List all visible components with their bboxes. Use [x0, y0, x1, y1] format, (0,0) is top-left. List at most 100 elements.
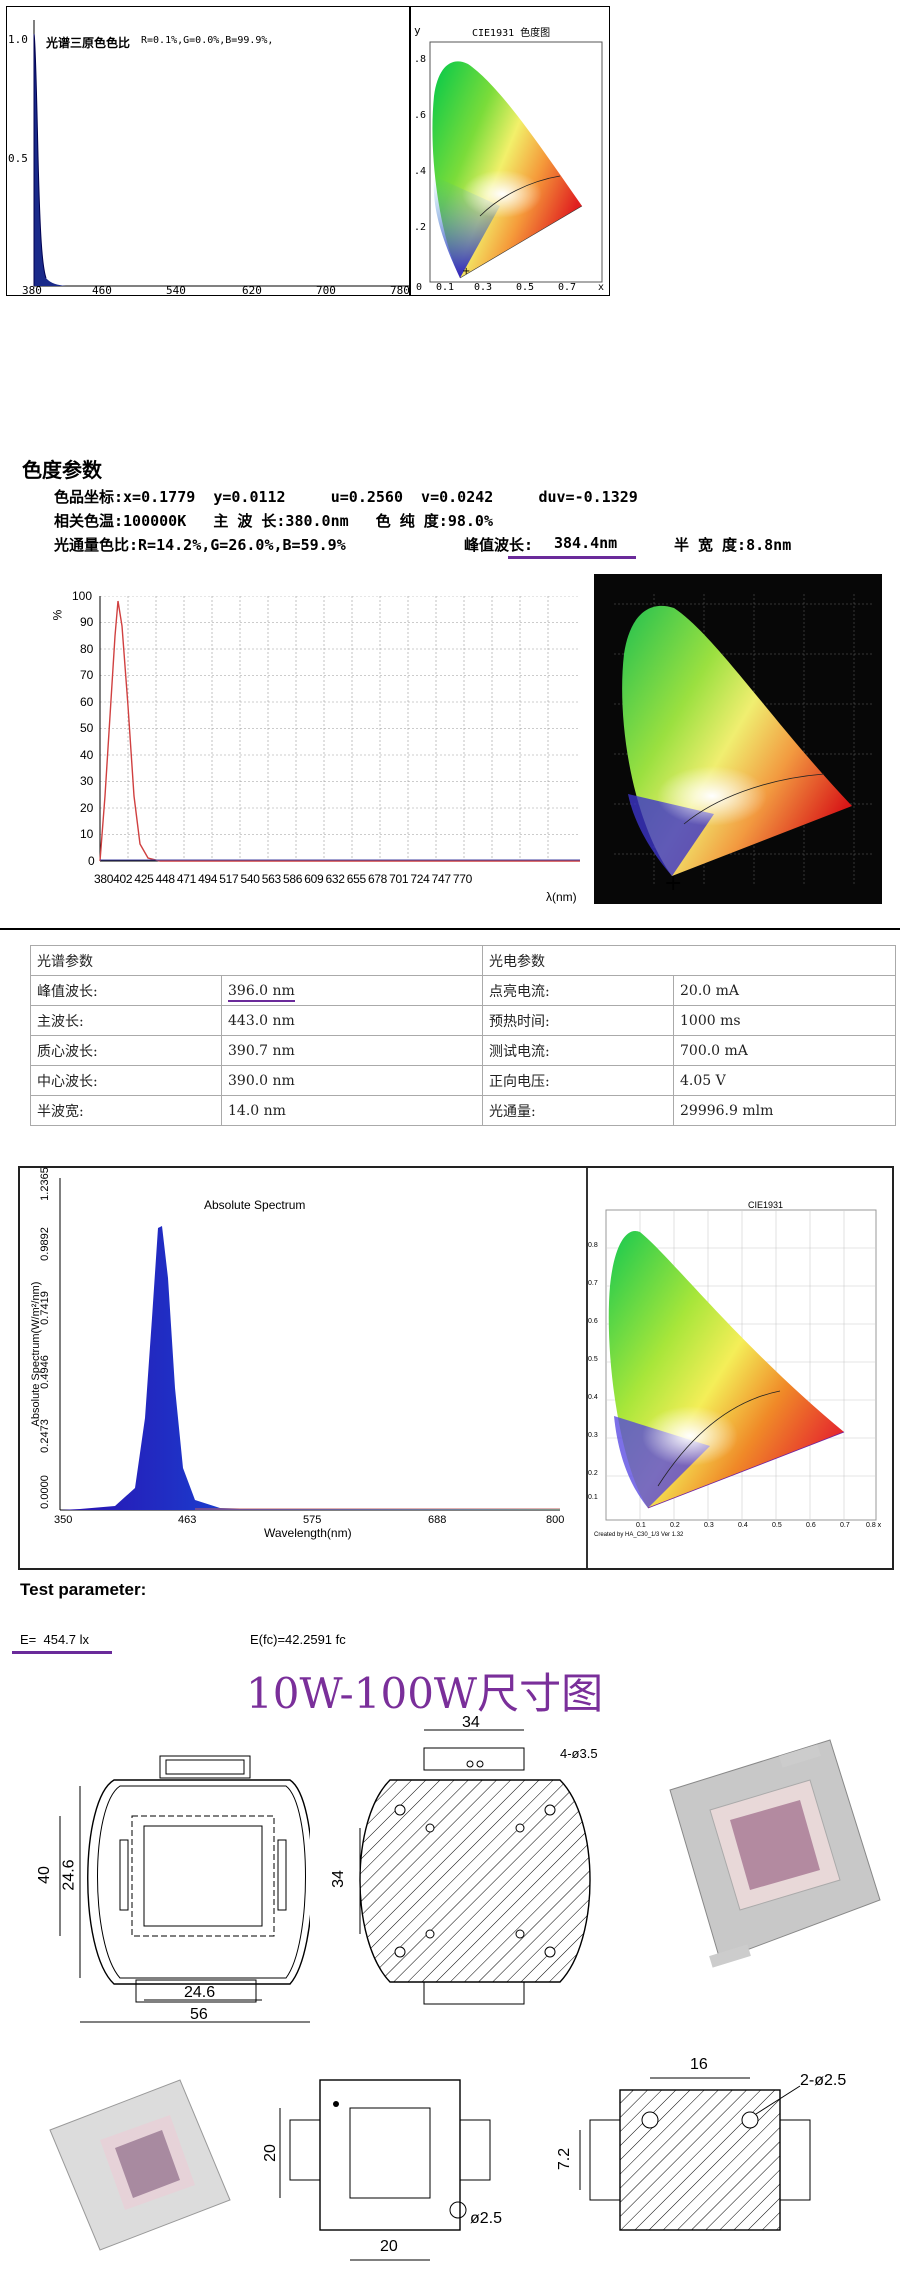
x-tick: 655 — [346, 872, 366, 886]
cie3-y-tick: 0.3 — [588, 1432, 598, 1439]
table-cell-label: 光通量: — [482, 1095, 674, 1126]
spectrum2-y-tick: 60 — [80, 695, 94, 709]
x-tick: 517 — [219, 872, 239, 886]
spectrum2-y-tick: 80 — [80, 642, 94, 656]
spectrum-chart-2 — [99, 595, 580, 862]
x-tick: 678 — [367, 872, 388, 886]
table-header-spectral: 光谱参数 — [30, 945, 483, 976]
spectrum-panel-1: 1.0 0.5 光谱三原色色比 R=0.1%,G=0.0%,B=99.9%, 3… — [6, 6, 410, 297]
abs-y-tick: 0.0000 — [38, 1475, 51, 1509]
dim-d4-bottom: 20 — [380, 2238, 398, 2255]
table-cell-value: 1000 ms — [673, 1005, 896, 1036]
table-row: 主波长: 443.0 nm 预热时间: 1000 ms — [30, 1005, 896, 1036]
cie-y-tick: .4 — [414, 166, 427, 177]
x-tick: 425 — [134, 872, 154, 886]
cie3-x-tick: 0.1 — [636, 1522, 646, 1529]
table-cell-value: 396.0 nm — [221, 975, 483, 1006]
cie-x-tick: 0.3 — [474, 282, 493, 293]
dimension-drawing-5: 16 2-ø2.5 7.2 — [556, 2050, 890, 2270]
table-cell-value: 20.0 mA — [673, 975, 896, 1006]
table-cell-label: 中心波长: — [30, 1065, 222, 1096]
spectrum-panel-2 — [50, 595, 590, 896]
spectrum2-y-tick: 20 — [80, 801, 94, 815]
cie-y-tick: .2 — [414, 222, 427, 233]
dim-d1-inner-w: 24.6 — [184, 1984, 216, 2001]
spectrum-x-tick: 780 — [390, 284, 410, 297]
abs-y-tick: 0.9892 — [38, 1227, 51, 1261]
color-params-row3-peak-label: 峰值波长: — [464, 536, 534, 554]
table-cell-label: 主波长: — [30, 1005, 222, 1036]
abs-spectrum-title: Absolute Spectrum — [204, 1198, 306, 1212]
svg-text:+: + — [664, 871, 682, 896]
table-cell-value: 390.0 nm — [221, 1065, 483, 1096]
section-divider — [0, 928, 900, 930]
cie3-x-tick: 0.3 — [704, 1522, 714, 1529]
x-tick: 494 — [198, 872, 218, 886]
spectrum-x-tick: 540 — [166, 284, 186, 297]
dimension-drawing-2: 34 4-ø3.5 34 — [330, 1714, 630, 2020]
drawing-4-svg — [279, 2079, 491, 2261]
led-module-photo-1 — [630, 1730, 890, 1990]
led-module-photo-2-svg — [49, 2079, 231, 2251]
color-params-row3-peak-value: 384.4nm — [554, 534, 618, 552]
cie3-y-tick: 0.7 — [588, 1280, 598, 1287]
spectrum2-y-tick: 90 — [80, 615, 94, 629]
x-tick: 471 — [176, 872, 196, 886]
panel-separator — [586, 1168, 588, 1568]
cie-x-tick: 0.7 — [558, 282, 577, 293]
dim-d5-side: 7.2 — [556, 2147, 574, 2171]
table-cell-value: 700.0 mA — [673, 1035, 896, 1066]
spectrum-y-tick: 0.5 — [8, 152, 28, 165]
color-params-heading: 色度参数 — [22, 458, 102, 482]
dim-d4-hole: ø2.5 — [470, 2210, 503, 2227]
spectrum2-y-tick: 70 — [80, 668, 94, 682]
params-table: 光谱参数 光电参数 峰值波长: 396.0 nm 点亮电流: 20.0 mA 主… — [30, 945, 896, 1126]
cie-diagram-2: + — [614, 594, 874, 896]
led-module-photo-1-svg — [669, 1739, 881, 1968]
cie3-y-tick: 0.5 — [588, 1356, 598, 1363]
table-row: 质心波长: 390.7 nm 测试电流: 700.0 mA — [30, 1035, 896, 1066]
cie3-y-tick: 0.8 — [588, 1242, 598, 1249]
abs-x-tick: 688 — [428, 1514, 447, 1526]
cie-x-tick: 0.1 — [436, 282, 455, 293]
abs-y-tick: 0.4946 — [38, 1355, 51, 1389]
cie-x-tick: 0.5 — [516, 282, 535, 293]
spectrum2-x-label: λ(nm) — [546, 890, 577, 904]
test-parameter-heading: Test parameter: — [20, 1580, 147, 1599]
dimension-title: 10W-100W尺寸图 — [246, 1669, 604, 1718]
table-cell-value: 4.05 V — [673, 1065, 896, 1096]
color-params-row1: 色品坐标:x=0.1779 y=0.0112 u=0.2560 v=0.0242… — [54, 488, 638, 506]
cie3-x-tick: 0.8 x — [866, 1522, 882, 1529]
x-tick: 770 — [452, 872, 472, 886]
table-cell-value: 14.0 nm — [221, 1095, 483, 1126]
abs-x-tick: 463 — [178, 1514, 197, 1526]
spectrum2-y-tick: 40 — [80, 748, 94, 762]
cie3-y-tick: 0.1 — [588, 1494, 598, 1501]
spectrum2-y-tick: 50 — [80, 721, 94, 735]
spectrum2-y-label: % — [50, 609, 65, 621]
cie3-x-tick: 0.5 — [772, 1522, 782, 1529]
table-cell-value: 443.0 nm — [221, 1005, 483, 1036]
table-row: 峰值波长: 396.0 nm 点亮电流: 20.0 mA — [30, 975, 896, 1006]
spectrum-y-tick: 1.0 — [8, 33, 28, 46]
spectrum-x-tick: 460 — [92, 284, 112, 297]
led-module-photo-2 — [30, 2050, 250, 2270]
peak-underline — [508, 556, 636, 559]
cie3-y-tick: 0.4 — [588, 1394, 598, 1401]
table-cell-label: 正向电压: — [482, 1065, 674, 1096]
spectrum-chart-1 — [6, 6, 410, 296]
x-tick: 380 — [94, 872, 114, 886]
abs-spectrum-chart — [59, 1178, 560, 1511]
x-tick: 402 — [113, 872, 133, 886]
cie-panel-2: + — [594, 574, 882, 904]
x-tick: 701 — [389, 872, 409, 886]
dim-d4-side: 20 — [261, 2144, 279, 2162]
cie-diagram-1: + — [410, 6, 610, 296]
cie-axis-x-label: x — [598, 282, 605, 293]
abs-x-tick: 350 — [54, 1514, 73, 1526]
cie-axis-y-label: y — [414, 24, 421, 37]
cie-title: CIE1931 色度图 — [472, 28, 551, 39]
drawing-1-svg — [59, 1755, 316, 2023]
dimension-drawing-1: 40 24.6 24.6 56 — [20, 1740, 316, 2030]
table-row: 半波宽: 14.0 nm 光通量: 29996.9 mlm — [30, 1095, 896, 1126]
